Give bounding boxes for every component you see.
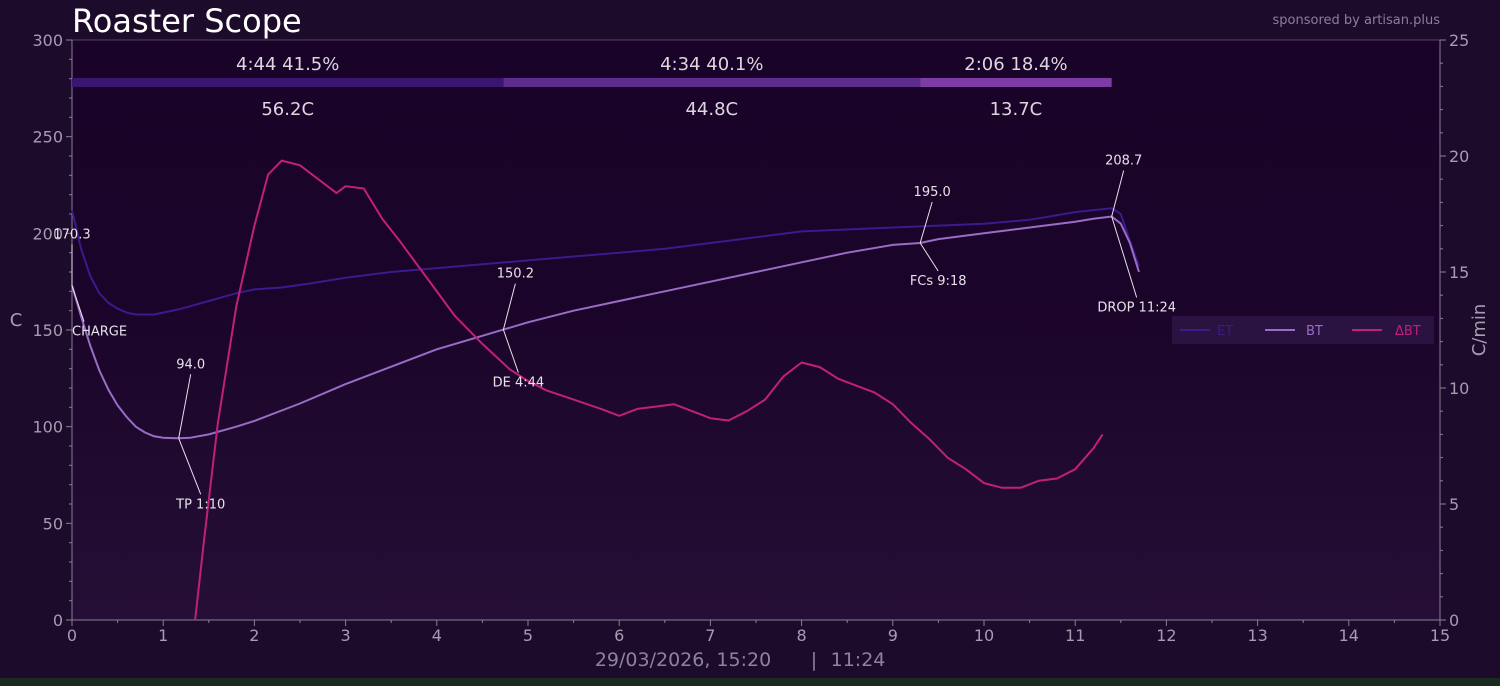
y2-tick-label: 25 (1449, 31, 1469, 50)
phase-bar-2 (503, 78, 921, 87)
tp-label-leader (178, 438, 202, 495)
y2-tick-label: 0 (1449, 611, 1459, 630)
delta-bt-line (194, 159, 1104, 621)
drop-value-label: 208.7 (1105, 154, 1142, 169)
de-value-leader (502, 283, 516, 330)
et-line (71, 207, 1140, 316)
x-tick-label: 10 (974, 626, 994, 645)
x-tick-label: 6 (614, 626, 624, 645)
x-tick-label: 7 (705, 626, 715, 645)
event-annotations: 170.3 CHARGE 94.0 TP 1:10 150.2 DE 4:44 195.0 F… (53, 154, 1176, 513)
data-series (71, 159, 1140, 621)
footer-time: 11:24 (831, 649, 886, 671)
phase-3-delta: 13.7C (990, 99, 1043, 120)
x-tick-label: 1 (158, 626, 168, 645)
drop-event-label: DROP 11:24 (1097, 301, 1176, 316)
fcs-value-label: 195.0 (914, 185, 951, 200)
tp-event-label: TP 1:10 (175, 497, 225, 512)
phase-3-time: 2:06 18.4% (964, 54, 1067, 75)
axes: 0 1 2 3 4 5 6 7 8 9 10 11 12 13 14 15050100150200250300… (32, 31, 1469, 645)
chart-title: Roaster Scope (72, 2, 302, 40)
legend-et-label: ET (1217, 324, 1233, 339)
x-tick-label: 3 (341, 626, 351, 645)
legend-bt-label: BT (1306, 324, 1323, 339)
footer-timestamp: 29/03/2026, 15:20 | 11:24 (595, 649, 886, 671)
de-label-leader (502, 329, 519, 373)
x-tick-label: 8 (797, 626, 807, 645)
x-tick-label: 5 (523, 626, 533, 645)
fcs-event-label: FCs 9:18 (910, 274, 967, 289)
x-tick-label: 9 (888, 626, 898, 645)
tp-value-label: 94.0 (176, 357, 205, 372)
phase-2-time: 4:34 40.1% (660, 54, 763, 75)
phase-bar-1 (72, 78, 504, 87)
tp-value-leader (178, 374, 192, 439)
x-tick-label: 15 (1430, 626, 1450, 645)
sponsor-text: sponsored by artisan.plus (1273, 13, 1441, 28)
y2-tick-label: 15 (1449, 263, 1469, 282)
y-axis-label: C (10, 310, 23, 331)
legend-box (1172, 316, 1434, 344)
phase-bars: 4:44 41.5% 56.2C 4:34 40.1% 44.8C 2:06 18.4%… (72, 54, 1112, 120)
y-tick-label: 50 (43, 514, 63, 533)
bt-line (71, 215, 1140, 440)
charge-value-label: 170.3 (53, 228, 90, 243)
y2-tick-label: 10 (1449, 379, 1469, 398)
phase-bar-3 (920, 78, 1112, 87)
x-tick-label: 13 (1247, 626, 1267, 645)
y2-tick-label: 20 (1449, 147, 1469, 166)
y2-tick-label: 5 (1449, 495, 1459, 514)
fcs-label-leader (919, 242, 939, 272)
charge-event-label: CHARGE (72, 325, 127, 340)
y-tick-label: 200 (32, 224, 63, 243)
footer-separator: | (811, 649, 817, 671)
legend-delta-bt-label: ΔBT (1395, 324, 1421, 339)
y2-axis-label: C/min (1469, 304, 1490, 357)
x-tick-label: 0 (67, 626, 77, 645)
footer-strip (0, 678, 1500, 686)
phase-1-time: 4:44 41.5% (236, 54, 339, 75)
x-tick-label: 14 (1339, 626, 1359, 645)
y-tick-label: 0 (53, 611, 63, 630)
fcs-value-leader (919, 201, 933, 244)
de-value-label: 150.2 (497, 267, 534, 282)
legend[interactable]: ET BT ΔBT (1172, 316, 1434, 344)
drop-value-leader (1111, 170, 1125, 217)
de-event-label: DE 4:44 (493, 376, 545, 391)
y-tick-label: 100 (32, 418, 63, 437)
footer-date: 29/03/2026, 15:20 (595, 649, 771, 671)
x-tick-label: 12 (1156, 626, 1176, 645)
y-tick-label: 150 (32, 321, 63, 340)
x-tick-label: 11 (1065, 626, 1085, 645)
phase-1-delta: 56.2C (261, 99, 314, 120)
phase-2-delta: 44.8C (685, 99, 738, 120)
charge-label-leader (71, 285, 85, 322)
x-tick-label: 2 (249, 626, 259, 645)
x-tick-label: 4 (432, 626, 442, 645)
y-tick-label: 250 (32, 128, 63, 147)
y-tick-label: 300 (32, 31, 63, 50)
drop-label-leader (1111, 216, 1138, 298)
